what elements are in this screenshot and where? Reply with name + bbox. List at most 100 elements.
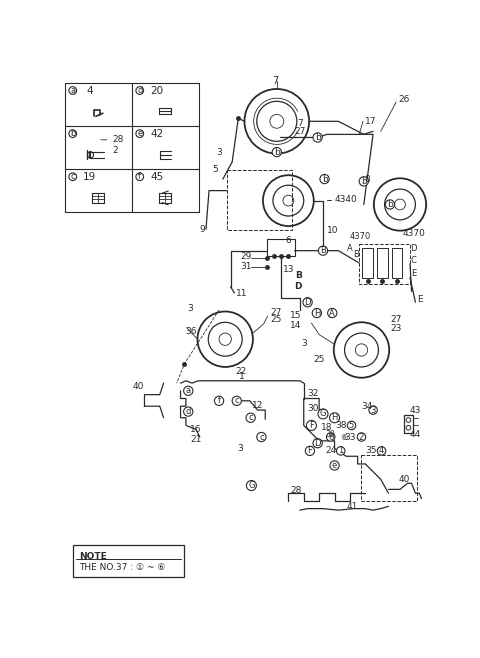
Circle shape [184,407,193,417]
Circle shape [215,396,224,405]
Text: 4370: 4370 [402,229,425,238]
Text: 45: 45 [150,172,163,182]
Text: 8: 8 [364,174,370,184]
Circle shape [328,309,337,318]
Circle shape [303,297,312,307]
Text: G: G [248,481,254,490]
Text: 27: 27 [294,127,306,136]
Text: c: c [234,396,239,405]
Text: 14: 14 [290,321,302,330]
Bar [392,248,402,278]
Text: NOTE: NOTE [79,552,107,561]
Text: 44: 44 [410,430,421,439]
Text: b: b [70,129,75,138]
Text: 6: 6 [286,236,291,245]
Text: 38: 38 [335,421,347,430]
Text: 3: 3 [238,444,243,453]
Text: b: b [387,200,393,209]
Text: B: B [320,246,326,255]
Circle shape [330,461,339,470]
Circle shape [246,480,256,490]
Circle shape [69,87,77,94]
Text: 30: 30 [307,404,319,413]
Bar [267,239,295,256]
Bar [377,248,388,278]
Text: 2: 2 [359,432,364,442]
Text: 34: 34 [361,402,372,411]
Text: A: A [329,309,335,318]
Text: 3: 3 [188,304,193,313]
Circle shape [320,174,329,184]
Text: THE NO.37 : ① ~ ⑥: THE NO.37 : ① ~ ⑥ [79,563,166,572]
Text: 12: 12 [252,401,263,410]
Text: b: b [361,177,367,186]
Text: 39: 39 [326,430,336,439]
Circle shape [184,386,193,395]
Text: 40: 40 [398,475,409,484]
Text: 26: 26 [398,95,410,104]
Text: 1: 1 [338,446,343,455]
Text: 2: 2 [113,146,119,155]
Text: E: E [411,268,417,278]
Text: 21: 21 [190,435,202,443]
Text: D: D [304,298,311,307]
Text: 18: 18 [321,422,333,432]
Text: ⑥: ⑥ [340,432,348,442]
Text: 19: 19 [83,172,96,182]
Text: D: D [314,439,321,447]
Text: 40: 40 [132,382,144,392]
Text: B: B [353,250,359,259]
Text: 9: 9 [199,224,205,234]
Text: 7: 7 [272,76,278,86]
Circle shape [318,409,328,419]
Text: D: D [295,282,302,291]
Text: F: F [308,446,312,455]
Circle shape [313,438,322,448]
Text: a: a [70,86,75,95]
Text: c: c [259,432,264,442]
Text: 15: 15 [290,311,302,320]
Circle shape [357,433,366,442]
Text: F: F [309,421,314,430]
Text: 3: 3 [301,340,307,348]
Text: c: c [71,172,75,181]
Circle shape [232,396,241,405]
Circle shape [385,200,395,209]
Text: H: H [331,413,338,422]
Bar [359,243,410,284]
Bar [73,545,184,577]
Circle shape [246,413,255,422]
Text: 27: 27 [270,308,281,316]
Text: 32: 32 [308,389,319,397]
Text: d: d [186,407,191,416]
Text: E: E [417,295,422,304]
Text: 35: 35 [365,446,376,455]
Text: 10: 10 [327,226,338,235]
Text: 43: 43 [410,405,421,415]
Text: G: G [320,409,326,418]
Circle shape [69,173,77,180]
Text: 4370: 4370 [350,232,371,241]
Circle shape [377,447,386,455]
Circle shape [69,130,77,138]
Text: e: e [137,129,143,138]
Text: H: H [313,309,320,318]
Circle shape [305,446,314,455]
Circle shape [313,133,322,142]
Text: 27: 27 [390,315,402,324]
Circle shape [330,413,339,422]
Circle shape [336,447,345,455]
Bar [361,455,417,501]
Text: 25: 25 [313,355,325,364]
Text: 20: 20 [150,86,163,95]
Text: 4340: 4340 [335,195,357,205]
Text: 4: 4 [379,446,384,455]
Text: b: b [322,174,327,184]
Text: B: B [295,271,302,280]
Text: b: b [315,133,321,142]
Text: 4: 4 [86,86,93,95]
Text: 31: 31 [240,263,252,271]
Text: A: A [347,244,353,253]
Text: 11: 11 [236,288,248,297]
Text: 16: 16 [190,425,202,434]
